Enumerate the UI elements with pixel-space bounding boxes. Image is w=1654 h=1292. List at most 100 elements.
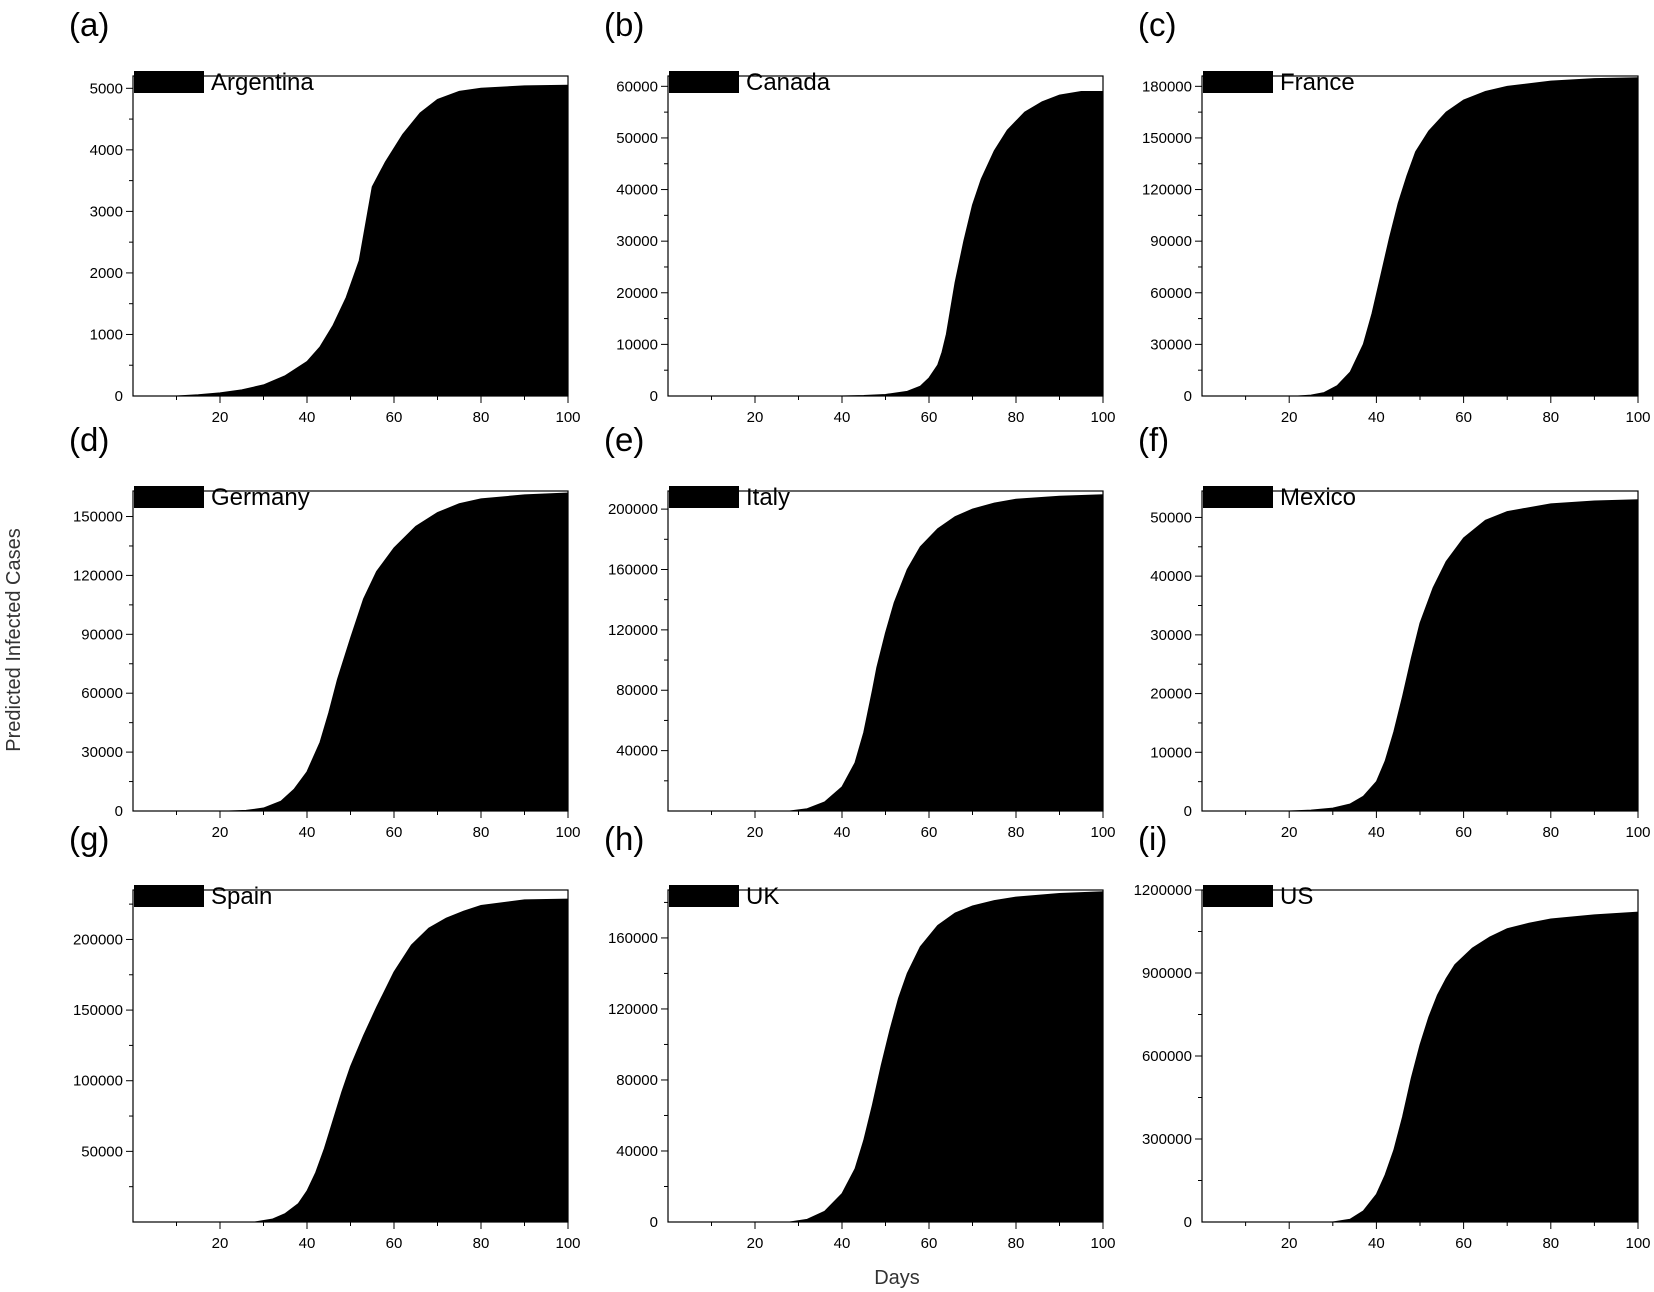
x-tick-label: 60 [386, 824, 403, 841]
y-tick-label: 10000 [1150, 744, 1192, 761]
y-tick-label: 30000 [616, 233, 658, 250]
x-tick-label: 100 [555, 1235, 580, 1252]
y-tick-label: 30000 [81, 744, 123, 761]
legend-label: France [1280, 69, 1355, 96]
panel-letter: (f) [1138, 421, 1169, 458]
y-tick-label: 120000 [608, 622, 658, 639]
y-tick-label: 0 [1184, 803, 1192, 820]
legend-label: Argentina [211, 69, 314, 96]
legend-swatch [1203, 71, 1273, 93]
chart-panel: 20 40 60 80 100 0 30000 60000 90000 120000 150000 (… [69, 421, 581, 841]
y-tick-label: 80000 [616, 1072, 658, 1089]
x-tick-label: 100 [1625, 1235, 1650, 1252]
x-tick-label: 100 [555, 409, 580, 426]
x-tick-label: 100 [555, 824, 580, 841]
x-tick-label: 20 [1281, 1235, 1298, 1252]
x-tick-label: 80 [1008, 824, 1025, 841]
y-tick-label: 40000 [1150, 568, 1192, 585]
x-tick-label: 40 [1368, 1235, 1385, 1252]
y-tick-label: 200000 [73, 931, 123, 948]
x-tick-label: 60 [1455, 1235, 1472, 1252]
panel-letter: (a) [69, 6, 109, 43]
x-tick-label: 80 [473, 409, 490, 426]
y-tick-label: 1000 [90, 326, 123, 343]
chart-panel: 20 40 60 80 100 40000 80000 120000 160000 200000 (… [604, 421, 1116, 841]
x-tick-label: 60 [1455, 409, 1472, 426]
x-tick-label: 80 [1008, 1235, 1025, 1252]
x-tick-label: 60 [921, 409, 938, 426]
x-tick-label: 80 [1008, 409, 1025, 426]
legend-swatch [134, 71, 204, 93]
y-tick-label: 50000 [81, 1143, 123, 1160]
y-tick-label: 20000 [1150, 686, 1192, 703]
x-tick-label: 20 [212, 824, 229, 841]
chart-panel: 20 40 60 80 100010002000300040005000(a)Argen… [69, 6, 581, 426]
x-tick-label: 20 [747, 824, 764, 841]
legend-swatch [134, 885, 204, 907]
legend-swatch [1203, 486, 1273, 508]
x-tick-label: 40 [1368, 824, 1385, 841]
x-tick-label: 100 [1090, 409, 1115, 426]
y-tick-label: 90000 [1150, 233, 1192, 250]
y-tick-label: 4000 [90, 142, 123, 159]
y-tick-label: 900000 [1142, 965, 1192, 982]
y-tick-label: 3000 [90, 203, 123, 220]
x-tick-label: 80 [1542, 824, 1559, 841]
y-tick-label: 60000 [81, 685, 123, 702]
y-tick-label: 300000 [1142, 1131, 1192, 1148]
x-axis-title: Days [874, 1267, 920, 1289]
x-tick-label: 60 [921, 1235, 938, 1252]
series-area [1297, 77, 1639, 397]
legend-swatch [669, 486, 739, 508]
y-tick-label: 40000 [616, 182, 658, 199]
legend-label: Spain [211, 883, 272, 910]
legend-swatch [669, 885, 739, 907]
series-area [176, 84, 569, 397]
legend-label: Mexico [1280, 484, 1356, 511]
legend-swatch [669, 71, 739, 93]
x-tick-label: 60 [1455, 824, 1472, 841]
series-area [1332, 911, 1639, 1223]
legend-swatch [134, 486, 204, 508]
y-tick-label: 200000 [608, 501, 658, 518]
legend-label: US [1280, 883, 1313, 910]
x-tick-label: 20 [212, 1235, 229, 1252]
series-area [798, 90, 1104, 397]
y-tick-label: 0 [115, 803, 123, 820]
y-tick-label: 90000 [81, 626, 123, 643]
y-tick-label: 2000 [90, 265, 123, 282]
x-tick-label: 20 [212, 409, 229, 426]
x-tick-label: 40 [299, 1235, 316, 1252]
x-tick-label: 100 [1625, 409, 1650, 426]
y-tick-label: 100000 [73, 1073, 123, 1090]
x-tick-label: 20 [1281, 409, 1298, 426]
series-area [254, 898, 569, 1223]
y-tick-label: 30000 [1150, 336, 1192, 353]
y-tick-label: 10000 [616, 336, 658, 353]
x-tick-label: 60 [386, 409, 403, 426]
y-tick-label: 150000 [73, 1002, 123, 1019]
x-tick-label: 100 [1090, 824, 1115, 841]
panel-letter: (h) [604, 820, 644, 857]
chart-panel: 20 40 60 80 100 0 300000 600000 900000 1200000 (i)… [1134, 820, 1651, 1252]
panel-letter: (c) [1138, 6, 1176, 43]
y-tick-label: 160000 [608, 930, 658, 947]
y-axis-title: Predicted Infected Cases [3, 528, 25, 751]
chart-panel: 20 40 60 80 100 50000 100000 150000 200000 (g) Spa… [69, 820, 581, 1252]
x-tick-label: 80 [473, 824, 490, 841]
y-tick-label: 0 [115, 388, 123, 405]
chart-panel: 20 40 60 80 100 0 30000 60000 90000 120000 150000 1… [1138, 6, 1651, 426]
panel-letter: (d) [69, 421, 109, 458]
x-tick-label: 60 [386, 1235, 403, 1252]
y-tick-label: 0 [650, 1214, 658, 1231]
chart-panel: 20 40 60 80 100 0 40000 80000 120000 160000 (h) UK [604, 820, 1116, 1252]
x-tick-label: 80 [1542, 1235, 1559, 1252]
y-tick-label: 60000 [616, 78, 658, 95]
y-tick-label: 0 [650, 388, 658, 405]
x-tick-label: 40 [834, 1235, 851, 1252]
y-tick-label: 0 [1184, 1214, 1192, 1231]
series-area [228, 492, 569, 812]
x-tick-label: 80 [1542, 409, 1559, 426]
y-tick-label: 1200000 [1134, 882, 1192, 899]
